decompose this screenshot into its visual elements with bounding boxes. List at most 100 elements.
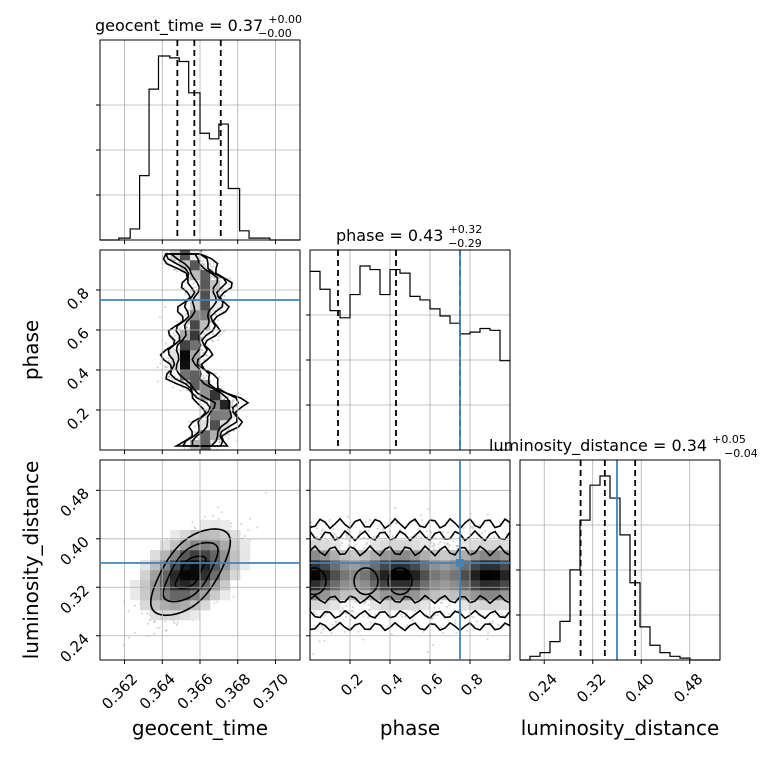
density-cell <box>230 560 241 571</box>
sample-point <box>200 337 203 340</box>
x-tick-label-geocent_time: 0.362 <box>98 670 141 713</box>
sample-point <box>436 613 439 616</box>
sample-point <box>471 527 474 530</box>
density-cell <box>330 540 341 551</box>
sample-point <box>415 536 418 539</box>
density-cell <box>200 530 211 541</box>
density-cell <box>160 570 171 581</box>
sample-point <box>264 491 267 494</box>
sample-point <box>347 544 350 547</box>
sample-point <box>351 610 354 613</box>
sample-point <box>362 638 365 641</box>
density-cell <box>400 590 411 601</box>
sample-point <box>330 631 333 634</box>
density-cell <box>450 560 461 571</box>
sample-point <box>439 541 442 544</box>
sample-point <box>164 366 167 369</box>
sample-point <box>432 644 435 647</box>
sample-point <box>243 535 246 538</box>
sample-point <box>227 437 230 440</box>
sample-point <box>323 639 326 642</box>
density-cell <box>190 310 201 321</box>
density-cell <box>380 560 391 571</box>
density-cell <box>350 590 361 601</box>
sample-point <box>376 527 379 530</box>
sample-point <box>187 447 190 450</box>
density-cell <box>410 590 421 601</box>
density-cell <box>210 590 221 601</box>
density-cell <box>220 550 231 561</box>
sample-point <box>193 282 196 285</box>
density-cell <box>180 340 191 351</box>
density-cell <box>410 580 421 591</box>
sample-point <box>210 276 213 279</box>
sample-point <box>320 631 323 634</box>
density-cell <box>390 550 401 561</box>
density-cell <box>220 580 231 591</box>
density-cell <box>140 600 151 611</box>
sample-point <box>240 523 243 526</box>
sample-point <box>223 330 226 333</box>
sample-point <box>200 260 203 263</box>
density-cell <box>470 600 481 611</box>
sample-point <box>193 425 196 428</box>
density-cell <box>200 300 211 311</box>
density-cell <box>210 430 221 441</box>
density-dist-geocent <box>122 491 267 647</box>
sample-point <box>158 626 161 629</box>
density-cell <box>500 550 510 561</box>
density-cell <box>150 570 161 581</box>
sample-point <box>212 265 215 268</box>
sample-point <box>211 340 214 343</box>
density-cell <box>480 550 491 561</box>
sample-point <box>427 508 430 511</box>
density-cell <box>370 540 381 551</box>
sample-point <box>200 250 203 253</box>
density-cell <box>310 580 321 591</box>
density-cell <box>210 410 221 421</box>
x-tick-label-geocent_time: 0.364 <box>136 670 179 713</box>
density-cell <box>380 590 391 601</box>
sample-point <box>203 332 206 335</box>
density-cell <box>370 570 381 581</box>
sample-point <box>187 309 190 312</box>
density-cell <box>440 580 451 591</box>
sample-point <box>210 268 213 271</box>
density-cell <box>340 570 351 581</box>
density-cell <box>330 590 341 601</box>
density-cell <box>320 600 331 611</box>
sample-point <box>404 626 407 629</box>
density-cell <box>190 340 201 351</box>
sample-point <box>226 433 229 436</box>
density-cell <box>450 570 461 581</box>
sample-point <box>439 626 442 629</box>
sample-point <box>320 625 323 628</box>
density-cell <box>480 580 491 591</box>
sample-point <box>411 619 414 622</box>
density-cell <box>370 560 381 571</box>
density-cell <box>380 580 391 591</box>
sample-point <box>172 348 175 351</box>
x-tick-label-luminosity_distance: 0.24 <box>525 670 561 706</box>
density-cell <box>200 270 211 281</box>
density-cell <box>370 550 381 561</box>
sample-point <box>220 397 223 400</box>
density-cell <box>170 350 181 361</box>
sample-point <box>364 601 367 604</box>
sample-point <box>220 511 223 514</box>
sample-point <box>212 261 215 264</box>
title-luminosity-distance-plus: +0.05 <box>712 433 746 446</box>
density-cell <box>470 570 481 581</box>
sample-point <box>355 601 358 604</box>
density-cell <box>320 590 331 601</box>
density-cell <box>310 560 321 571</box>
sample-point <box>344 612 347 615</box>
density-cell <box>400 570 411 581</box>
sample-point <box>127 610 130 613</box>
x-tick-label-phase: 0.2 <box>337 670 367 700</box>
sample-point <box>153 632 156 635</box>
density-cell <box>490 550 501 561</box>
sample-point <box>200 336 203 339</box>
sample-point <box>334 620 337 623</box>
sample-point <box>382 528 385 531</box>
